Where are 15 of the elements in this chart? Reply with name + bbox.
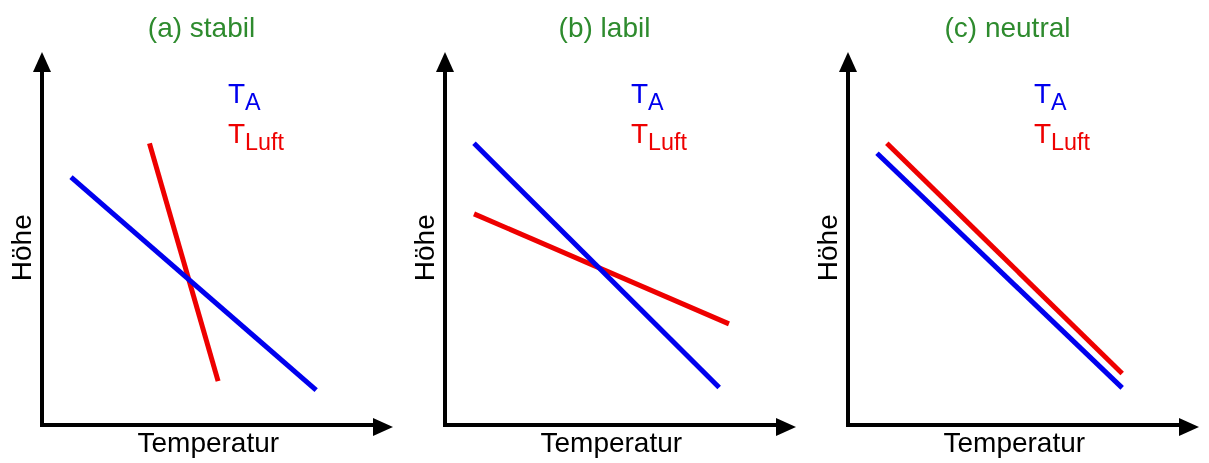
y-axis-title: Höhe — [5, 214, 37, 282]
x-axis-title: Temperatur — [943, 426, 1086, 458]
text: T$_{A}$ — [631, 78, 665, 117]
chart-title: (a) stabil — [146, 12, 257, 44]
y-axis-title: Höhe — [811, 214, 843, 282]
text: T$_{A}$ — [1034, 78, 1068, 117]
x-axis-title: Temperatur — [137, 426, 280, 458]
text: T$_{Luft}$ — [228, 117, 285, 157]
text: T$_{A}$ — [228, 78, 262, 117]
text: T$_{Luft}$ — [631, 117, 688, 157]
text: T$_{Luft}$ — [1034, 117, 1091, 157]
y-axis-title: Höhe — [408, 214, 440, 282]
chart-title: (c) neutral — [943, 12, 1072, 44]
chart-title: (b) labil — [557, 12, 652, 44]
x-axis-title: Temperatur — [540, 426, 683, 458]
